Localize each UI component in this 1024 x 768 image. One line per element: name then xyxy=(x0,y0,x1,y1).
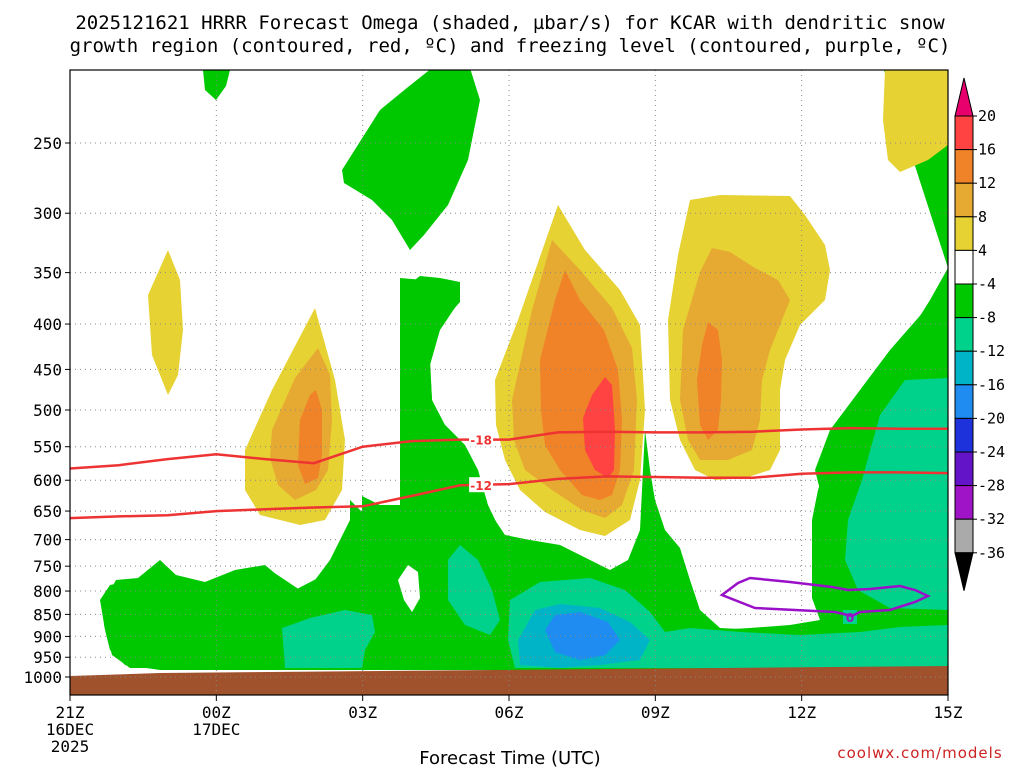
omega-gap xyxy=(398,565,420,612)
y-tick-label: 350 xyxy=(33,264,62,283)
x-axis-label: Forecast Time (UTC) xyxy=(419,748,600,768)
contour-label-bg xyxy=(469,477,494,493)
y-tick-label: 1000 xyxy=(23,668,62,687)
colorbar-swatch xyxy=(954,350,974,386)
colorbar-label: 20 xyxy=(978,107,996,125)
x-tick-label: 03Z xyxy=(348,703,377,722)
x-tick-label: 00Z xyxy=(202,703,231,722)
y-tick-label: 850 xyxy=(33,605,62,624)
omega-band-plus16 xyxy=(583,377,615,478)
contour-label: -12 xyxy=(470,479,492,493)
freezing-level-contour xyxy=(719,576,931,618)
colorbar-label: -24 xyxy=(978,443,1005,461)
y-axis-ticks: 250 300 350 400 450 500 550 600 650 700 750 800 850 9… xyxy=(23,134,70,687)
y-tick-label: 800 xyxy=(33,582,62,601)
colorbar-label: -20 xyxy=(978,409,1005,427)
colorbar-label: 4 xyxy=(978,241,987,259)
x-tick-label: 06Z xyxy=(495,703,524,722)
omega-band-minus16 xyxy=(545,612,620,660)
x-tick-label: 09Z xyxy=(641,703,670,722)
omega-shading xyxy=(70,70,948,695)
colorbar-label: -16 xyxy=(978,376,1005,394)
colorbar-swatch xyxy=(954,485,974,520)
dgz-contour-line xyxy=(69,471,949,520)
y-tick-label: 450 xyxy=(33,360,62,379)
omega-band-minus4-main xyxy=(104,268,948,668)
colorbar-label: -32 xyxy=(978,510,1005,528)
colorbar-swatch xyxy=(954,149,974,184)
y-tick-label: 250 xyxy=(33,134,62,153)
colorbar-swatch xyxy=(954,182,974,218)
y-tick-label: 700 xyxy=(33,531,62,550)
colorbar-swatch xyxy=(954,115,974,151)
y-tick-label: 400 xyxy=(33,315,62,334)
colorbar-bottom-arrow xyxy=(954,552,974,591)
colorbar: 20 16 12 8 4 -4 -8 -12 -16 -20 -24 -28 -32 -36 xyxy=(954,77,1005,591)
colorbar-label: -36 xyxy=(978,544,1005,562)
colorbar-label: 8 xyxy=(978,208,987,226)
contour-label-bg xyxy=(469,431,494,447)
colorbar-swatch xyxy=(954,249,974,285)
x-tick-label: 16DEC xyxy=(46,720,94,739)
x-tick-label: 2025 xyxy=(51,737,90,756)
y-tick-label: 750 xyxy=(33,557,62,576)
y-tick-label: 650 xyxy=(33,502,62,521)
chart-title-line-2: growth region (contoured, red, ºC) and f… xyxy=(70,35,951,57)
colorbar-swatch xyxy=(954,417,974,453)
temperature-contours: -18 -12 0 xyxy=(69,426,949,625)
colorbar-swatch xyxy=(954,384,974,419)
colorbar-swatch xyxy=(954,283,974,319)
colorbar-label: -4 xyxy=(978,275,996,293)
colorbar-label: -12 xyxy=(978,342,1005,360)
y-tick-label: 900 xyxy=(33,627,62,646)
y-tick-label: 600 xyxy=(33,471,62,490)
colorbar-label: -8 xyxy=(978,309,996,327)
dgz-contour-line xyxy=(69,426,948,470)
colorbar-swatch xyxy=(954,317,974,352)
colorbar-label: -28 xyxy=(978,477,1005,495)
y-tick-label: 300 xyxy=(33,204,62,223)
chart-title-line-1: 2025121621 HRRR Forecast Omega (shaded, … xyxy=(75,12,945,34)
freezing-level-label: 0 xyxy=(846,611,854,625)
y-tick-label: 550 xyxy=(33,438,62,457)
colorbar-swatch xyxy=(954,518,974,554)
colorbar-label: 16 xyxy=(978,141,996,159)
colorbar-top-arrow xyxy=(954,77,974,117)
colorbar-swatch xyxy=(954,216,974,251)
contour-label: -18 xyxy=(470,434,492,448)
x-tick-label: 17DEC xyxy=(192,720,240,739)
x-tick-label: 15Z xyxy=(934,703,963,722)
colorbar-label: 12 xyxy=(978,174,996,192)
x-tick-label: 21Z xyxy=(56,703,85,722)
credit-text: coolwx.com/models xyxy=(837,744,1002,762)
y-tick-label: 950 xyxy=(33,648,62,667)
colorbar-swatch xyxy=(954,451,974,487)
x-tick-label: 12Z xyxy=(787,703,816,722)
y-tick-label: 500 xyxy=(33,401,62,420)
